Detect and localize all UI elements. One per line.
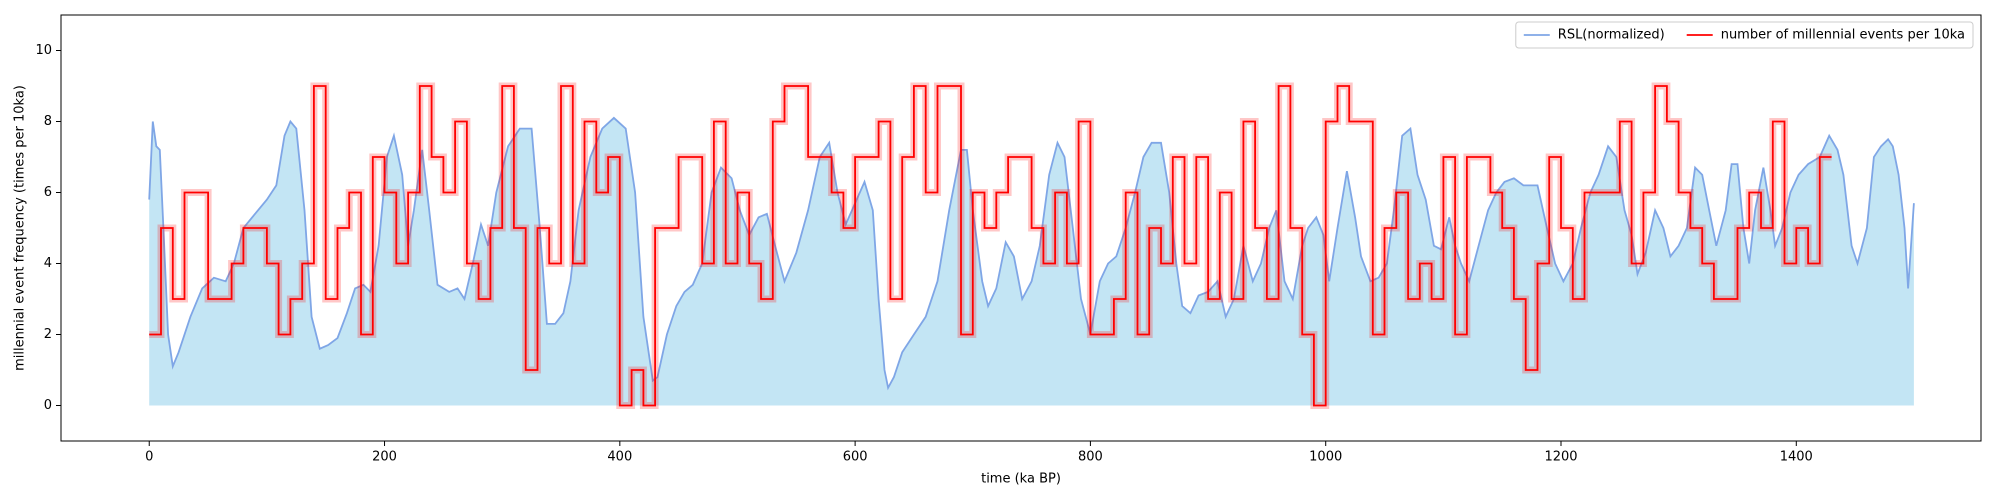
legend-box <box>1515 21 1974 49</box>
y-tick-label: 4 <box>44 256 52 271</box>
y-tick-label: 8 <box>44 114 52 129</box>
y-axis-label: millennial event frequency (times per 10… <box>13 85 28 371</box>
legend-label: RSL(normalized) <box>1558 28 1665 43</box>
x-tick-label: 1400 <box>1780 450 1813 465</box>
plot-frame <box>60 14 1982 442</box>
x-axis-label: time (ka BP) <box>981 472 1061 487</box>
step-line <box>149 85 1832 407</box>
x-tick-label: 1200 <box>1544 450 1577 465</box>
y-tick-label: 2 <box>44 327 52 342</box>
x-tick-label: 1000 <box>1309 450 1342 465</box>
legend-label: number of millennial events per 10ka <box>1721 28 1965 43</box>
y-tick-label: 10 <box>35 43 52 58</box>
x-tick-label: 0 <box>145 450 153 465</box>
x-tick-label: 200 <box>372 450 397 465</box>
x-tick-label: 800 <box>1078 450 1103 465</box>
line <box>148 116 1915 391</box>
x-tick-label: 400 <box>607 450 632 465</box>
y-tick-label: 6 <box>44 185 52 200</box>
area-fill <box>149 117 1914 406</box>
y-tick-label: 0 <box>44 398 52 413</box>
x-tick-label: 600 <box>843 450 868 465</box>
legend: RSL(normalized) number of millennial even… <box>1515 21 1974 49</box>
